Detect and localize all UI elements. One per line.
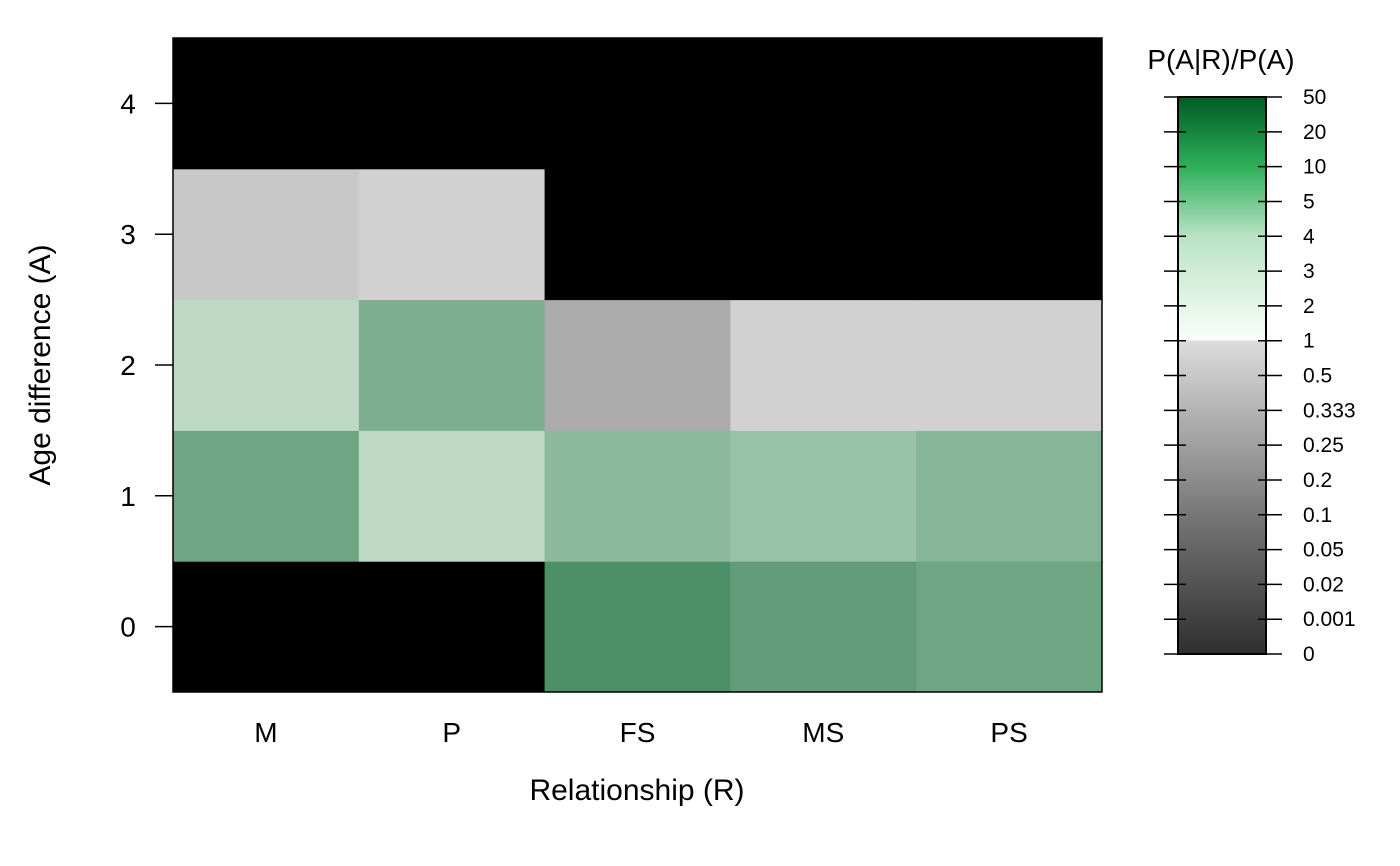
legend-label-7: 0.333 bbox=[1303, 399, 1356, 422]
legend-title: P(A|R)/P(A) bbox=[1147, 44, 1294, 75]
heatmap-cell-M-2 bbox=[173, 299, 360, 431]
x-axis: M P FS MS PS bbox=[254, 717, 1028, 748]
heatmap-cell-MS-1 bbox=[730, 430, 917, 562]
heatmap-cell-PS-4 bbox=[916, 38, 1103, 170]
heatmap-cell-PS-2 bbox=[916, 299, 1103, 431]
heatmap-cell-P-0 bbox=[358, 561, 546, 693]
legend-label-0: 0 bbox=[1303, 643, 1315, 666]
y-tick-label-4: 4 bbox=[120, 88, 136, 119]
legend-label-2: 0.02 bbox=[1303, 573, 1344, 596]
heatmap-cell-P-3 bbox=[358, 168, 546, 301]
legend-label-11: 3 bbox=[1303, 260, 1315, 283]
heatmap-cell-FS-0 bbox=[544, 561, 731, 693]
heatmap-cell-M-4 bbox=[173, 38, 360, 170]
heatmap-cell-M-3 bbox=[173, 168, 360, 301]
x-tick-label-M: M bbox=[254, 717, 277, 748]
y-tick-label-2: 2 bbox=[120, 350, 136, 381]
heatmap-cell-FS-4 bbox=[544, 38, 731, 170]
heatmap-cell-PS-1 bbox=[916, 430, 1103, 562]
legend-label-16: 50 bbox=[1303, 86, 1326, 109]
legend-label-8: 0.5 bbox=[1303, 365, 1332, 388]
legend-label-3: 0.05 bbox=[1303, 539, 1344, 562]
x-tick-label-FS: FS bbox=[620, 717, 656, 748]
y-axis: 0 1 2 3 4 bbox=[120, 88, 173, 643]
heatmap-cell-PS-3 bbox=[916, 168, 1103, 301]
legend-ticks: 0 0.001 0.02 0.05 0.1 0.2 0.25 0.333 0.5 1 2 3 4 5 10 2… bbox=[1164, 86, 1356, 666]
x-axis-title: Relationship (R) bbox=[529, 774, 744, 807]
heatmap-cell-FS-3 bbox=[544, 168, 731, 301]
heatmap-cell-FS-1 bbox=[544, 430, 731, 562]
legend-label-12: 4 bbox=[1303, 225, 1315, 248]
legend-label-1: 0.001 bbox=[1303, 608, 1356, 631]
heatmap-cell-MS-2 bbox=[730, 299, 917, 431]
heatmap-cell-FS-2 bbox=[544, 299, 731, 431]
heatmap-cell-MS-4 bbox=[730, 38, 917, 170]
heatmap-cell-M-0 bbox=[173, 561, 360, 693]
y-tick-label-1: 1 bbox=[120, 481, 136, 512]
heatmap-cell-PS-0 bbox=[916, 561, 1103, 693]
legend-color-bar bbox=[1177, 96, 1267, 655]
legend-label-6: 0.25 bbox=[1303, 434, 1344, 457]
legend-label-5: 0.2 bbox=[1303, 469, 1332, 492]
legend-label-14: 10 bbox=[1303, 156, 1326, 179]
legend-label-10: 2 bbox=[1303, 295, 1315, 318]
y-tick-label-0: 0 bbox=[120, 612, 136, 643]
color-legend: 0 0.001 0.02 0.05 0.1 0.2 0.25 0.333 0.5 1 2 3 4 5 10 2… bbox=[1164, 86, 1356, 666]
heatmap-cell-P-1 bbox=[358, 430, 546, 562]
x-tick-label-P: P bbox=[442, 717, 461, 748]
heatmap-cell-P-4 bbox=[358, 38, 546, 170]
heatmap-cells bbox=[173, 38, 1103, 693]
y-axis-title: Age difference (A) bbox=[24, 244, 57, 485]
x-tick-label-PS: PS bbox=[990, 717, 1027, 748]
legend-label-13: 5 bbox=[1303, 190, 1315, 213]
legend-label-9: 1 bbox=[1303, 330, 1315, 353]
heatmap-cell-MS-0 bbox=[730, 561, 917, 693]
y-tick-label-3: 3 bbox=[120, 219, 136, 250]
legend-label-4: 0.1 bbox=[1303, 504, 1332, 527]
heatmap-cell-M-1 bbox=[173, 430, 360, 562]
heatmap-cell-MS-3 bbox=[730, 168, 917, 301]
heatmap-cell-P-2 bbox=[358, 299, 546, 431]
legend-label-15: 20 bbox=[1303, 121, 1326, 144]
x-tick-label-MS: MS bbox=[802, 717, 844, 748]
